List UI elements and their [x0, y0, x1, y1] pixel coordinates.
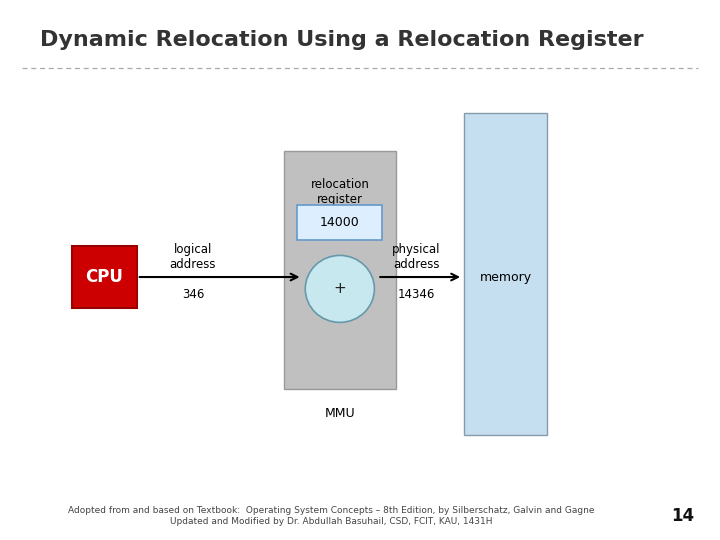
FancyBboxPatch shape [297, 205, 382, 240]
Text: 14000: 14000 [320, 216, 360, 229]
Text: Updated and Modified by Dr. Abdullah Basuhail, CSD, FCIT, KAU, 1431H: Updated and Modified by Dr. Abdullah Bas… [170, 517, 492, 525]
Text: CPU: CPU [86, 268, 123, 286]
Text: 346: 346 [181, 288, 204, 301]
FancyBboxPatch shape [72, 246, 137, 308]
Text: Dynamic Relocation Using a Relocation Register: Dynamic Relocation Using a Relocation Re… [40, 30, 643, 50]
Text: 14346: 14346 [397, 288, 435, 301]
FancyBboxPatch shape [284, 151, 396, 389]
Text: +: + [333, 281, 346, 296]
Text: 14: 14 [672, 507, 695, 525]
Text: Adopted from and based on Textbook:  Operating System Concepts – 8th Edition, by: Adopted from and based on Textbook: Oper… [68, 506, 595, 515]
Text: physical
address: physical address [392, 242, 441, 271]
Ellipse shape [305, 255, 374, 322]
Text: memory: memory [480, 271, 532, 284]
Text: MMU: MMU [325, 407, 355, 420]
FancyBboxPatch shape [464, 113, 547, 435]
Text: logical
address: logical address [170, 242, 216, 271]
Text: relocation
register: relocation register [310, 178, 369, 206]
